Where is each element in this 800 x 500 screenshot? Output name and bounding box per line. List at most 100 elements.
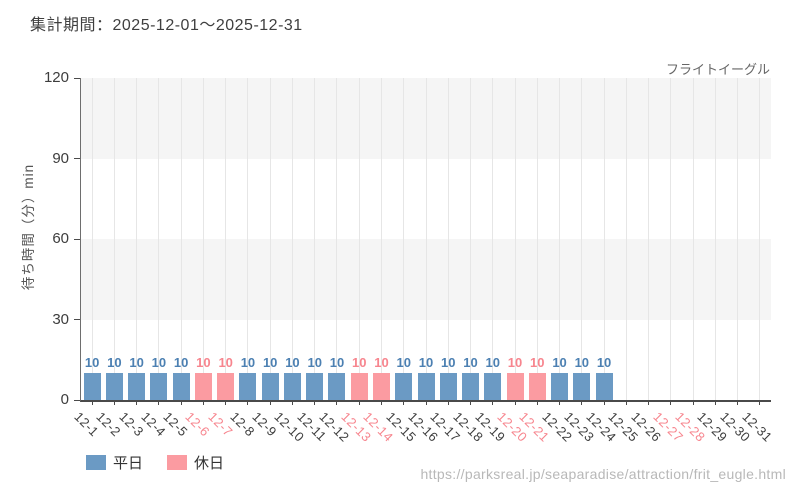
gridline [136,78,138,400]
bar-value-label: 10 [129,355,144,371]
y-axis-tick-label: 60 [52,230,69,247]
wait-time-bar [83,373,101,400]
wait-time-bar [372,373,390,400]
bar-value-label: 10 [552,355,567,371]
y-axis-tick-label: 120 [43,69,69,86]
bar-value-label: 10 [441,355,456,371]
bar-value-label: 10 [262,355,278,371]
gridline [291,78,293,400]
y-axis-tick [74,158,80,159]
x-axis-tick [269,400,271,405]
x-axis-tick [225,400,227,405]
x-axis-tick [158,400,160,405]
gridline [759,78,761,400]
x-axis-tick [336,400,338,405]
wait-time-bar [172,373,190,400]
gridline [670,78,672,400]
x-axis-tick [314,400,316,405]
wait-time-bar [261,373,279,400]
gridline [225,78,227,400]
gridline [202,78,204,400]
x-axis-tick [380,400,382,405]
y-axis-title: 待ち時間（分）min [21,163,36,291]
wait-time-bar [595,373,613,400]
bar-value-label: 10 [374,355,389,371]
gridline [603,78,605,400]
x-axis-tick [470,400,472,405]
bar-value-label: 10 [240,355,256,371]
x-axis-tick [536,400,538,405]
gridline [247,78,249,400]
x-axis-tick [447,400,449,405]
x-axis-tick [358,400,360,405]
bar-value-label: 10 [285,355,300,371]
gridline [269,78,271,400]
bar-value-label: 10 [329,355,345,371]
bar-value-label: 10 [218,355,233,371]
holiday-color-swatch [167,455,188,470]
gridline [737,78,739,400]
wait-time-bar [484,373,502,400]
x-axis-tick [403,400,405,405]
y-axis-tick [74,77,80,79]
gridline [113,78,115,400]
x-axis-tick [603,400,605,405]
wait-time-bar [328,373,346,400]
x-axis-tick [648,400,650,405]
gridline [158,78,160,400]
gridline [447,78,449,400]
wait-time-bar [506,373,524,400]
wait-time-bar [239,373,257,400]
gridline [403,78,405,400]
x-axis-tick [759,400,761,405]
x-axis-tick-label: 12-6 [182,409,214,440]
y-axis-tick-label: 30 [52,310,69,328]
x-axis-tick [625,400,627,405]
gridline [559,78,561,400]
wait-time-bar [395,373,413,400]
gridline [648,78,650,400]
x-axis-tick-label: 12-3 [116,409,147,440]
gridline [536,78,538,400]
gridline [380,78,382,400]
x-axis-tick [492,400,494,405]
bar-value-label: 10 [485,355,500,371]
gridline [714,78,716,400]
x-axis-tick-label: 12-7 [205,409,236,440]
x-axis-tick [91,400,93,405]
bar-value-label: 10 [418,355,434,371]
gridline [425,78,427,400]
wait-time-bar [105,373,123,400]
x-axis-tick [581,400,583,405]
bar-value-label: 10 [463,355,478,371]
wait-time-bar [462,373,480,400]
wait-time-bar [417,373,435,400]
x-axis-tick-label: 12-2 [93,409,125,440]
legend-item-weekday[interactable]: 平日 [86,452,143,473]
wait-time-bar [350,373,368,400]
wait-time-bar [128,373,146,400]
bar-value-label: 10 [107,355,122,371]
legend-item-holiday[interactable]: 休日 [167,452,224,473]
bar-value-label: 10 [351,355,367,371]
bar-value-label: 10 [396,355,411,371]
y-axis-tick-label: 90 [52,149,69,167]
gridline [336,78,338,400]
bar-value-label: 10 [173,355,189,371]
x-axis-tick [737,400,739,405]
legend: 平日 休日 [86,452,224,473]
gridline [180,78,182,400]
weekday-color-swatch [86,455,106,470]
bar-value-label: 10 [307,355,322,371]
bar-value-label: 10 [196,355,211,371]
source-url: https://parksreal.jp/seaparadise/attract… [420,466,786,482]
x-axis-tick [670,400,672,405]
gridline [692,78,694,400]
wait-time-bar [439,373,457,400]
bar-value-label: 10 [530,355,545,371]
y-axis-tick [74,399,80,401]
wait-time-bar [283,373,301,400]
gridline [91,78,93,400]
bar-value-label: 10 [151,355,167,371]
